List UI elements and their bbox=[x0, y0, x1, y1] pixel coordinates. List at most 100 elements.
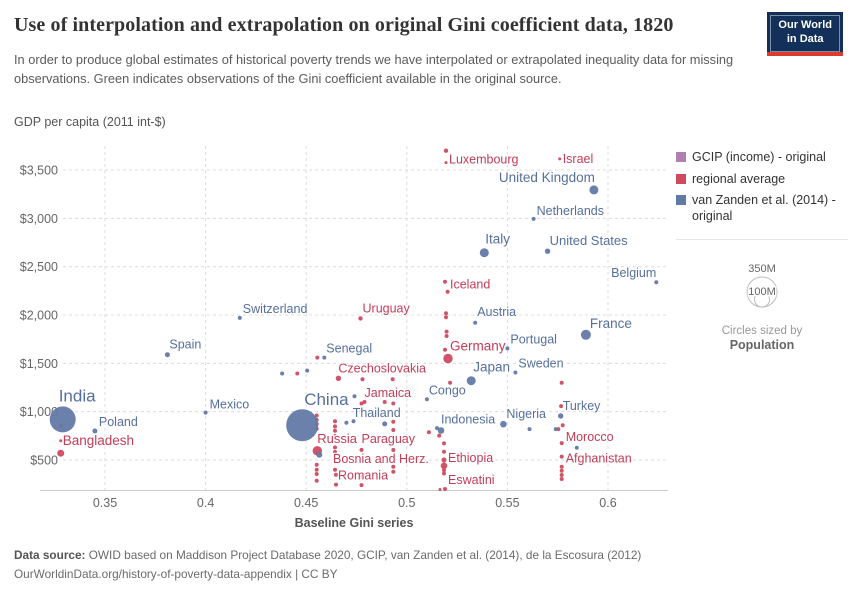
data-point[interactable] bbox=[359, 483, 364, 488]
data-point[interactable] bbox=[559, 477, 564, 481]
data-point[interactable] bbox=[426, 430, 431, 435]
data-point[interactable] bbox=[333, 419, 337, 424]
data-point-bosnia-and-herz[interactable] bbox=[333, 450, 337, 454]
data-point[interactable] bbox=[553, 427, 558, 432]
data-point[interactable] bbox=[360, 377, 365, 382]
data-point[interactable] bbox=[382, 400, 387, 404]
data-point[interactable] bbox=[444, 329, 449, 334]
data-point[interactable] bbox=[559, 404, 564, 409]
data-point-congo[interactable] bbox=[424, 397, 429, 402]
data-point-eswatini[interactable] bbox=[443, 487, 447, 491]
data-point[interactable] bbox=[444, 311, 448, 316]
data-point-switzerland[interactable] bbox=[237, 315, 242, 320]
data-point[interactable] bbox=[334, 472, 338, 477]
data-point-paraguay[interactable] bbox=[359, 447, 364, 452]
data-point[interactable] bbox=[391, 464, 396, 469]
data-point[interactable] bbox=[441, 457, 447, 463]
data-point[interactable] bbox=[560, 423, 565, 428]
data-point-india[interactable] bbox=[49, 406, 76, 433]
data-point-poland[interactable] bbox=[92, 428, 98, 434]
data-point[interactable] bbox=[444, 315, 448, 320]
data-point[interactable] bbox=[438, 488, 442, 491]
data-point-luxembourg[interactable] bbox=[443, 148, 449, 153]
data-point[interactable] bbox=[559, 473, 564, 477]
data-point[interactable] bbox=[444, 334, 449, 338]
data-point[interactable] bbox=[359, 401, 364, 406]
data-point[interactable] bbox=[359, 407, 364, 412]
data-point-jamaica[interactable] bbox=[362, 400, 367, 404]
data-point[interactable] bbox=[333, 445, 337, 450]
data-point[interactable] bbox=[359, 474, 364, 479]
data-point[interactable] bbox=[442, 441, 446, 446]
legend-item-gcip-income-original[interactable]: GCIP (income) - original bbox=[676, 150, 848, 166]
data-point[interactable] bbox=[314, 467, 319, 472]
data-point-ethiopia[interactable] bbox=[440, 462, 448, 470]
data-point[interactable] bbox=[559, 468, 564, 473]
data-point-thailand[interactable] bbox=[382, 421, 388, 427]
data-point-iceland[interactable] bbox=[443, 279, 447, 284]
data-point-belgium[interactable] bbox=[654, 280, 659, 285]
data-point-united-states[interactable] bbox=[544, 248, 551, 254]
data-point[interactable] bbox=[333, 424, 337, 429]
data-point[interactable] bbox=[391, 419, 396, 424]
data-point[interactable] bbox=[315, 355, 320, 360]
data-point-italy[interactable] bbox=[479, 248, 489, 258]
data-point[interactable] bbox=[442, 471, 446, 476]
data-point[interactable] bbox=[314, 413, 319, 418]
data-point[interactable] bbox=[442, 468, 446, 473]
data-point[interactable] bbox=[391, 448, 396, 452]
data-point-japan[interactable] bbox=[466, 376, 476, 386]
data-point-germany[interactable] bbox=[443, 353, 453, 364]
data-point[interactable] bbox=[574, 445, 579, 450]
owid-logo[interactable]: Our World in Data bbox=[767, 12, 843, 56]
data-point-mexico[interactable] bbox=[203, 410, 208, 415]
data-point-bangladesh[interactable] bbox=[57, 449, 65, 457]
legend-item-van-zanden-et-al-2014-original[interactable]: van Zanden et al. (2014) - original bbox=[676, 193, 848, 224]
data-point-uruguay[interactable] bbox=[358, 316, 363, 321]
data-point-indonesia[interactable] bbox=[437, 427, 445, 434]
data-point[interactable] bbox=[390, 377, 395, 382]
data-point-senegal[interactable] bbox=[322, 355, 327, 360]
data-point[interactable] bbox=[314, 472, 319, 476]
data-point[interactable] bbox=[314, 478, 319, 483]
data-point[interactable] bbox=[445, 289, 450, 294]
data-point[interactable] bbox=[391, 469, 396, 474]
data-point[interactable] bbox=[333, 433, 337, 437]
data-point-united-kingdom[interactable] bbox=[589, 185, 599, 195]
data-point-sweden[interactable] bbox=[513, 370, 518, 375]
data-point[interactable] bbox=[443, 347, 447, 352]
data-point-nigeria[interactable] bbox=[500, 420, 507, 428]
data-point-morocco[interactable] bbox=[559, 441, 564, 446]
data-point-china[interactable] bbox=[286, 409, 319, 442]
data-point[interactable] bbox=[437, 433, 442, 438]
data-point[interactable] bbox=[351, 419, 356, 424]
data-point[interactable] bbox=[316, 451, 323, 458]
data-point-netherlands[interactable] bbox=[531, 216, 536, 221]
data-point[interactable] bbox=[435, 426, 439, 431]
data-point-portugal[interactable] bbox=[505, 346, 510, 351]
data-point[interactable] bbox=[314, 462, 319, 467]
data-point[interactable] bbox=[344, 420, 349, 425]
data-point-spain[interactable] bbox=[164, 352, 170, 358]
legend-item-regional-average[interactable]: regional average bbox=[676, 172, 848, 188]
data-point-romania[interactable] bbox=[334, 482, 338, 487]
data-point[interactable] bbox=[559, 464, 564, 469]
data-point[interactable] bbox=[391, 401, 396, 406]
data-point[interactable] bbox=[333, 467, 337, 472]
data-point[interactable] bbox=[352, 394, 357, 399]
license-line[interactable]: OurWorldinData.org/history-of-poverty-da… bbox=[14, 567, 338, 582]
data-point[interactable] bbox=[305, 368, 310, 373]
data-point-czechoslovakia[interactable] bbox=[335, 375, 342, 381]
data-point[interactable] bbox=[391, 428, 396, 432]
data-point-france[interactable] bbox=[580, 329, 591, 340]
data-point-austria[interactable] bbox=[473, 320, 478, 325]
data-point[interactable] bbox=[280, 371, 285, 376]
data-point[interactable] bbox=[444, 161, 448, 165]
data-point-israel[interactable] bbox=[558, 157, 562, 161]
data-point[interactable] bbox=[448, 380, 453, 385]
data-point-turkey[interactable] bbox=[558, 413, 564, 419]
data-point[interactable] bbox=[295, 371, 300, 376]
data-point[interactable] bbox=[442, 449, 446, 454]
data-point[interactable] bbox=[527, 427, 532, 432]
data-point-afghanistan[interactable] bbox=[559, 454, 564, 459]
